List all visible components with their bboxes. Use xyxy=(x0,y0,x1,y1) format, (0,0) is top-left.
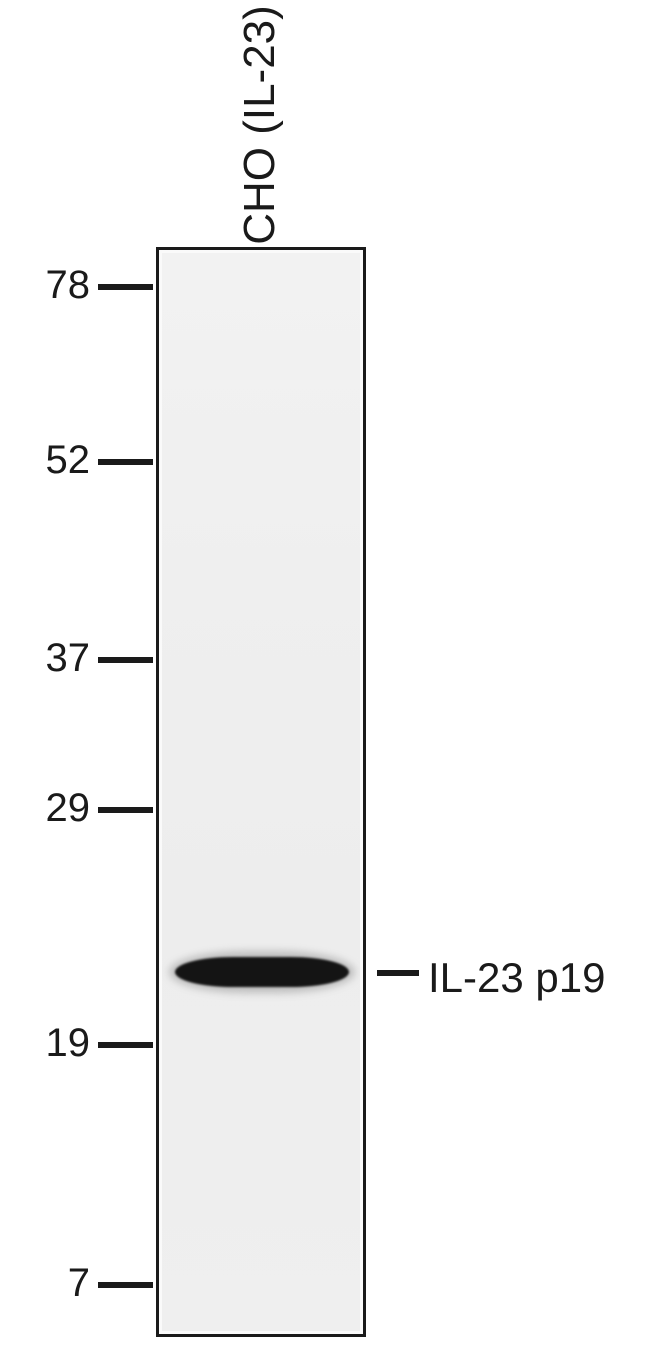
mw-tick-37 xyxy=(98,657,153,663)
mw-tick-52 xyxy=(98,459,153,465)
band-label: IL-23 p19 xyxy=(428,954,605,1002)
lane-label-text: CHO (IL-23) xyxy=(235,5,285,245)
band-label-text: IL-23 p19 xyxy=(428,954,605,1001)
mw-label-37: 37 xyxy=(46,636,91,681)
band-il23-p19 xyxy=(175,957,349,987)
mw-label-text: 7 xyxy=(68,1261,90,1305)
mw-label-text: 19 xyxy=(46,1021,91,1065)
western-blot-container: CHO (IL-23) 78 52 37 29 19 7 IL-23 p19 xyxy=(0,0,650,1366)
blot-lane-inner xyxy=(162,253,360,1331)
mw-label-52: 52 xyxy=(46,438,91,483)
mw-tick-29 xyxy=(98,807,153,813)
mw-tick-78 xyxy=(98,284,153,290)
mw-label-7: 7 xyxy=(68,1261,90,1306)
mw-label-29: 29 xyxy=(46,786,91,831)
mw-label-text: 78 xyxy=(46,263,91,307)
mw-label-19: 19 xyxy=(46,1021,91,1066)
mw-tick-7 xyxy=(98,1282,153,1288)
mw-label-78: 78 xyxy=(46,263,91,308)
lane-label: CHO (IL-23) xyxy=(240,5,280,245)
blot-lane-box xyxy=(156,247,366,1337)
band-tick xyxy=(377,970,419,976)
mw-label-text: 52 xyxy=(46,438,91,482)
mw-label-text: 29 xyxy=(46,786,91,830)
mw-tick-19 xyxy=(98,1042,153,1048)
mw-label-text: 37 xyxy=(46,636,91,680)
